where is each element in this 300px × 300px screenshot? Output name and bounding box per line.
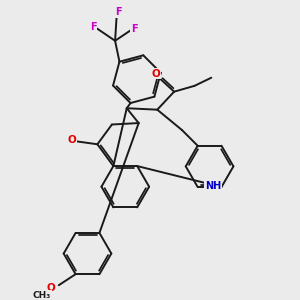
Text: CH₃: CH₃ [33,291,51,300]
Text: O: O [151,69,160,79]
Text: O: O [68,136,76,146]
Text: NH: NH [205,181,221,190]
Text: O: O [46,283,55,293]
Text: F: F [90,22,97,32]
Text: F: F [115,7,121,17]
Text: F: F [131,24,137,34]
